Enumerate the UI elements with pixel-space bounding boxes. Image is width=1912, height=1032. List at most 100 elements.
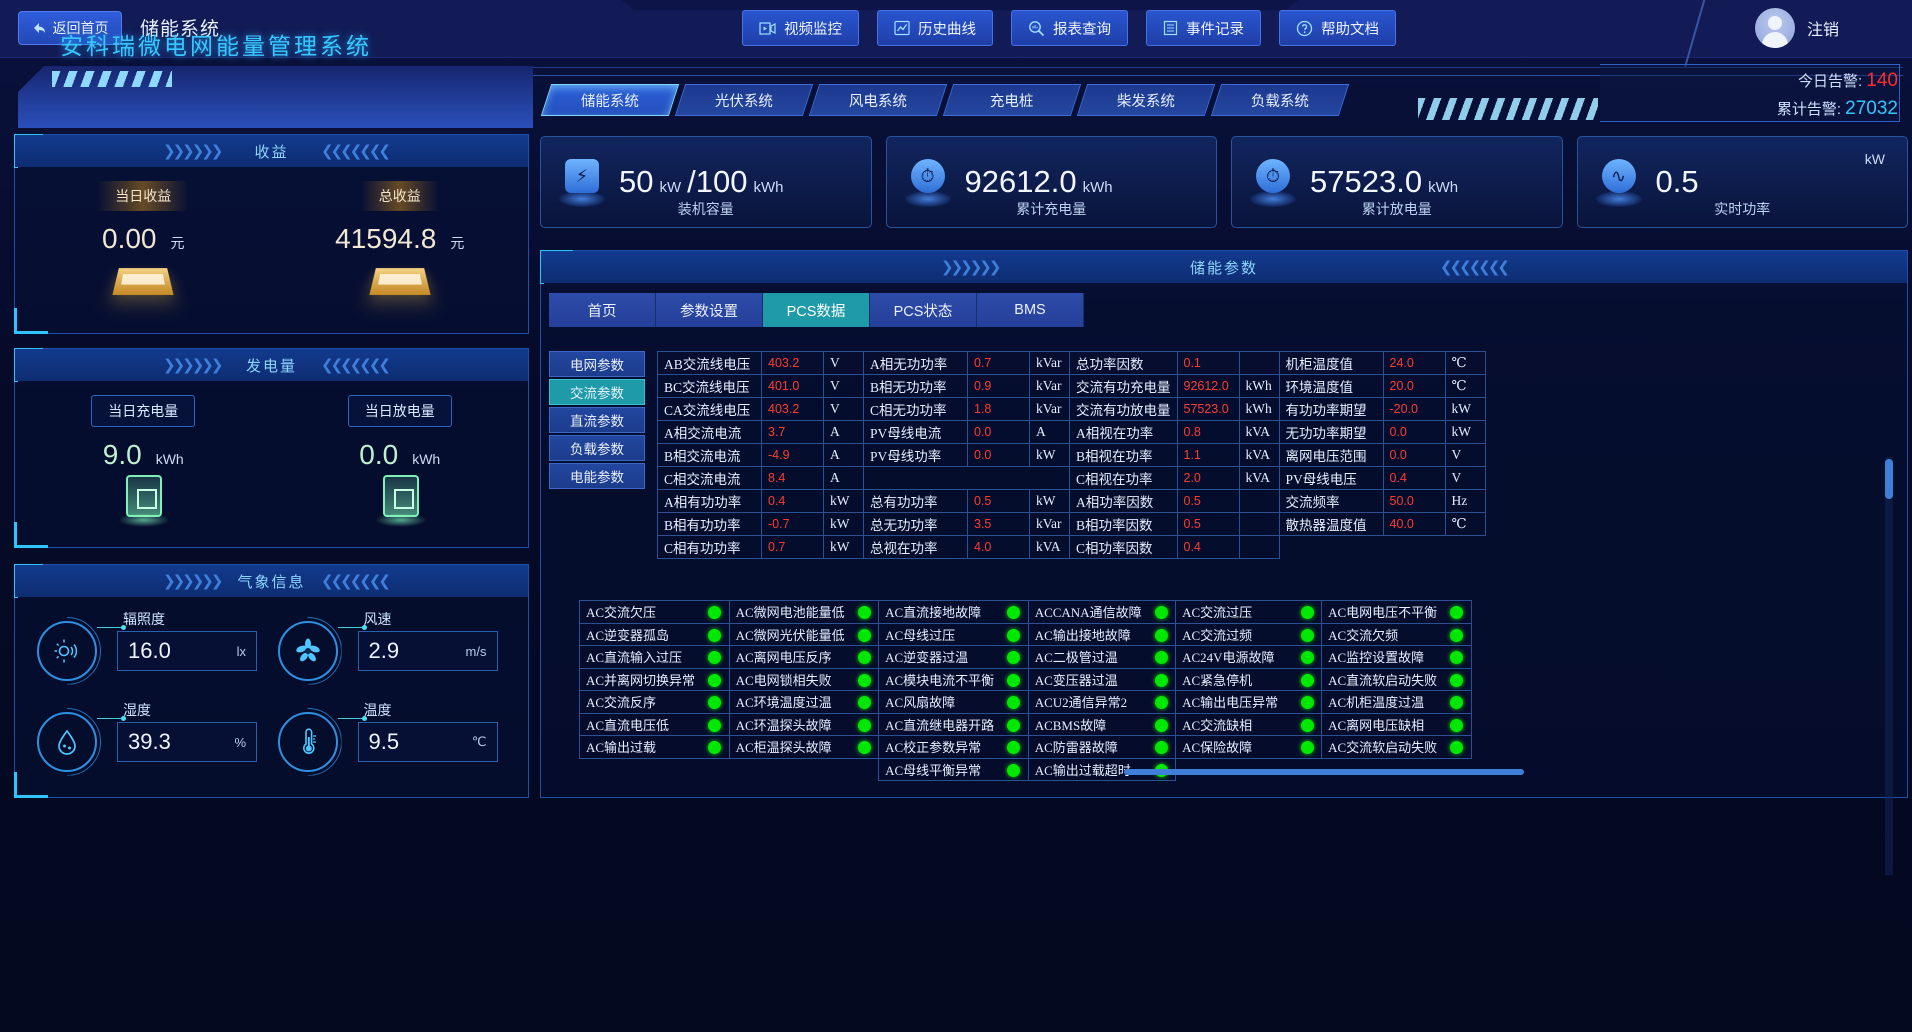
weather-irradiance: 辐照度 16.0 lx: [37, 607, 274, 694]
horizontal-scrollbar-thumb[interactable]: [1124, 769, 1524, 775]
table-cell-unit: kVA: [1238, 443, 1280, 467]
alarm-summary-box: [1600, 64, 1900, 122]
alarm-status-led: [850, 622, 880, 646]
sidenav-dc-params[interactable]: 直流参数: [549, 407, 645, 433]
weather-unit: lx: [236, 643, 246, 659]
alarm-name: AC交流欠压: [579, 600, 702, 624]
alarm-status-led: [1000, 690, 1029, 714]
led-icon: [1154, 696, 1168, 710]
sidenav-load-params[interactable]: 负载参数: [549, 435, 645, 461]
tab-parameter-settings[interactable]: 参数设置: [656, 293, 763, 327]
alarm-cell-empty: [580, 758, 730, 781]
table-cell-unit: [1238, 351, 1280, 375]
nav-report-query[interactable]: 报表查询: [1011, 10, 1128, 46]
led-icon: [1450, 628, 1464, 642]
led-icon: [708, 696, 722, 710]
table-cell-label: 交流有功充电量: [1069, 374, 1178, 398]
kpi-total-discharge: ⏱ 57523.0 kWh 累计放电量: [1231, 136, 1563, 228]
tab-pcs-status[interactable]: PCS状态: [870, 293, 977, 327]
kpi-installed-capacity: ⚡ 50 kW /100 kWh 装机容量: [540, 136, 872, 228]
tab-home[interactable]: 首页: [549, 293, 656, 327]
system-tab-storage[interactable]: 储能系统: [540, 84, 680, 116]
main-panel-title: 储能参数: [1189, 259, 1258, 277]
led-icon: [708, 718, 722, 732]
panel-weather: ❯❯❯❯❯❯ 气象信息 ❮❮❮❮❮❮❮ 辐照度 16.0 lx: [14, 564, 529, 798]
nav-label: 历史曲线: [918, 21, 976, 38]
kpi-unit: kW: [1864, 151, 1885, 167]
tab-bms[interactable]: BMS: [977, 293, 1084, 327]
table-cell-label: B相交流电流: [657, 443, 762, 467]
kpi-total-charge: ⏱ 92612.0 kWh 累计充电量: [885, 136, 1217, 228]
table-cell-value: 401.0: [761, 374, 824, 398]
data-area: 电网参数 交流参数 直流参数 负载参数 电能参数 AB交流线电压 403.2 V A相…: [549, 339, 1895, 875]
alarm-status-led: [1443, 690, 1472, 714]
nav-history-curve[interactable]: 历史曲线: [877, 10, 993, 46]
weather-label: 湿度: [123, 702, 151, 718]
led-icon: [1154, 741, 1168, 755]
table-cell-label: C相无功功率: [863, 397, 968, 421]
nav-label: 帮助文档: [1321, 21, 1379, 38]
tab-pcs-data[interactable]: PCS数据: [763, 293, 870, 327]
kpi-value: 92612.0: [964, 164, 1077, 199]
table-cell-value: 0.0: [967, 420, 1030, 444]
system-tab-charging[interactable]: 充电桩: [942, 84, 1082, 116]
nav-event-record[interactable]: 事件记录: [1146, 10, 1261, 46]
alarm-name: AC柜温探头故障: [728, 735, 851, 759]
table-row: CA交流线电压 403.2 V C相无功功率 1.8 kVar 交流有功放电量 57523.0…: [657, 397, 1486, 421]
table-cell-label: 机柜温度值: [1278, 351, 1384, 375]
vertical-scrollbar-thumb[interactable]: [1885, 459, 1893, 499]
table-cell-unit: kVar: [1029, 397, 1070, 421]
alarm-status-led: [1293, 712, 1323, 736]
weather-windspeed: 风速 2.9 m/s: [277, 607, 515, 694]
search-icon: [1029, 20, 1045, 36]
user-logout[interactable]: 注销: [1755, 8, 1839, 48]
weather-value: 9.5: [368, 729, 400, 754]
table-row: BC交流线电压 401.0 V B相无功功率 0.9 kVar 交流有功充电量 92612.0…: [657, 374, 1486, 398]
system-tab-diesel[interactable]: 柴发系统: [1076, 84, 1216, 116]
connector-line: [97, 716, 126, 721]
alarm-name: ACCANA通信故障: [1027, 600, 1148, 624]
alarm-status-led: [1000, 622, 1029, 646]
table-cell-unit: ℃: [1444, 374, 1486, 398]
sidenav-grid-params[interactable]: 电网参数: [549, 351, 645, 377]
nav-help-doc[interactable]: 帮助文档: [1279, 10, 1396, 46]
sidenav-energy-params[interactable]: 电能参数: [549, 463, 645, 489]
chart-icon: [894, 20, 910, 36]
alarm-name: AC离网电压缺相: [1321, 712, 1444, 736]
system-tab-load[interactable]: 负载系统: [1210, 84, 1350, 116]
table-cell-label: 无功功率期望: [1278, 420, 1384, 444]
alarm-name: AC电网电压不平衡: [1321, 600, 1444, 624]
alarm-name: ACBMS故障: [1027, 712, 1148, 736]
nav-video-monitor[interactable]: 视频监控: [742, 10, 859, 46]
led-icon: [1007, 673, 1021, 687]
table-cell-unit: kW: [1029, 489, 1070, 513]
chevron-right-decoration: ❯❯❯❯❯❯: [941, 259, 1001, 276]
vertical-scrollbar[interactable]: [1885, 457, 1893, 875]
table-cell-unit: kWh: [1238, 397, 1280, 421]
discharge-today-unit: kWh: [412, 451, 441, 467]
led-icon: [708, 673, 722, 687]
system-tab-wind[interactable]: 风电系统: [808, 84, 948, 116]
alarm-name: AC变压器过温: [1027, 667, 1148, 691]
led-icon: [1450, 696, 1464, 710]
alarm-status-led: [1293, 645, 1323, 669]
chevron-right-decoration: ❯❯❯❯❯❯: [163, 143, 223, 160]
alarm-status-led: [701, 667, 730, 691]
alarm-status-led: [701, 712, 730, 736]
system-tab-pv[interactable]: 光伏系统: [674, 84, 814, 116]
sidenav-ac-params[interactable]: 交流参数: [549, 379, 645, 405]
table-cell-unit: kW: [823, 489, 864, 513]
header-rule-1: [533, 67, 1903, 68]
back-home-button[interactable]: 返回首页: [18, 11, 122, 45]
table-cell-label: B相无功功率: [863, 374, 968, 398]
alarm-status-led: [701, 622, 730, 646]
alarm-name: AC电网锁相失败: [728, 667, 851, 691]
alarm-name: AC直流继电器开路: [878, 712, 1001, 736]
weather-unit: m/s: [465, 643, 487, 659]
table-cell-unit: V: [823, 397, 864, 421]
table-cell-value: -0.7: [761, 512, 824, 536]
table-cell-value: 57523.0: [1176, 397, 1240, 421]
table-cell-value: 0.5: [1176, 512, 1240, 536]
alarm-total: 累计告警: 27032: [1777, 98, 1898, 120]
charge-today-chip: 当日充电量: [91, 395, 196, 427]
